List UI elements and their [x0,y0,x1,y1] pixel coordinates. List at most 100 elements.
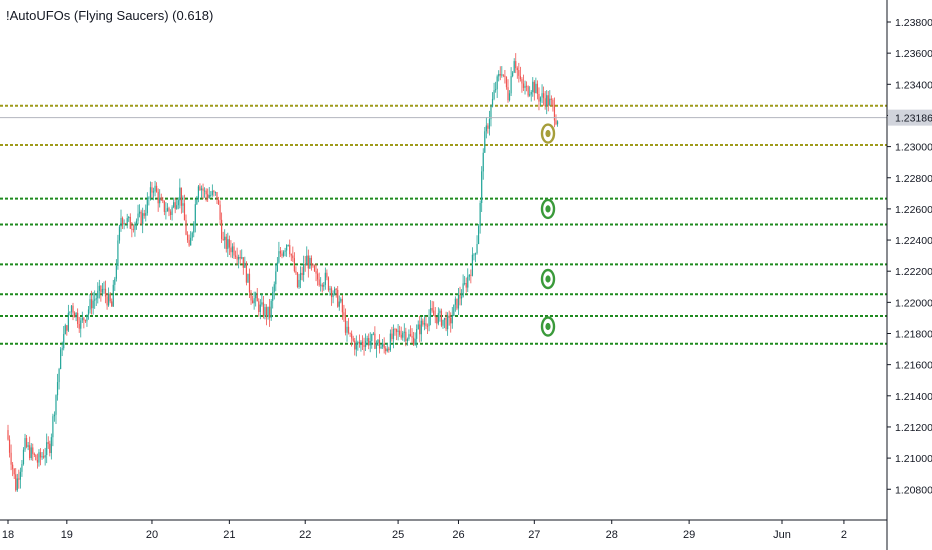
ufo-marker-ring [540,123,556,144]
candle-body [244,262,246,268]
candle [94,290,96,309]
candle-body [64,325,66,335]
candle [239,250,241,265]
candle-body [10,452,12,465]
candle [487,123,489,134]
candle-body [111,301,113,307]
candle [193,221,195,238]
candle-body [306,255,308,266]
candle-body [425,323,427,326]
candle [157,188,159,212]
candle [445,311,447,332]
time-axis[interactable]: 18 19 20 21 22 25 26 27 28 29 Jun 2 [0,519,887,541]
price-axis[interactable]: 1.238001.236001.234001.232001.230001.228… [886,0,932,550]
candle [488,110,491,136]
candle [512,71,514,78]
candle-body [281,253,283,256]
candle-body [69,311,71,313]
candle [151,182,153,198]
candle [397,323,399,341]
candle-body [250,292,252,301]
candle [329,285,331,296]
candle [64,323,66,335]
candle [426,323,429,335]
candle-body [234,255,237,257]
candle-body [86,314,88,322]
candle [380,344,382,349]
candle-body [445,317,447,330]
candle-body [137,213,139,221]
candle [496,74,498,98]
candle-body [443,317,446,320]
candle [250,289,252,305]
candle [234,250,237,260]
candle-body [112,284,114,307]
candle [86,314,88,327]
candle-body [448,315,450,318]
candle [224,229,226,249]
candle-body [468,274,470,277]
candle [251,295,254,304]
candle [81,311,83,323]
candle [108,287,110,307]
candle-body [207,194,209,198]
candle-body [406,338,408,342]
candle [306,246,308,266]
candle-body [230,247,232,253]
candle [142,207,144,234]
candle-body [208,195,210,198]
candle [442,319,444,329]
candle [386,342,388,353]
candle-body [228,239,230,248]
candle [375,340,378,358]
candle [366,335,368,346]
candle [502,74,504,78]
candle-body [47,442,49,444]
candle [493,82,495,101]
candle-body [383,343,385,349]
candle-body [317,273,319,280]
candle-body [282,251,285,256]
candle [409,325,412,337]
candle [264,303,266,320]
candle-body [171,207,173,215]
candle-body [298,279,300,288]
price-tick-label: 1.23600 [895,48,932,60]
price-tick-label: 1.22200 [895,266,932,278]
candle [109,292,111,304]
candle [298,273,300,289]
candle [369,332,371,353]
candle-body [179,187,181,201]
time-tick-label: Jun [773,529,791,541]
candle-body [100,285,102,293]
candle [530,90,532,102]
candle [114,276,116,291]
candle-body [290,254,292,256]
candle-body [310,257,313,265]
candle-body [337,289,339,307]
candle [555,114,557,126]
candle-body [202,188,204,191]
candle-body [518,70,520,76]
candle [165,202,167,220]
candle [233,242,235,260]
candle [422,318,424,327]
candle-body [75,312,77,318]
candle-body [334,288,336,295]
candle [324,267,326,290]
candle-body [436,316,438,324]
candle-body [264,307,266,316]
candle-body [16,478,18,491]
candle [383,337,385,354]
candle [13,468,15,479]
ufo-markers [540,123,556,337]
candle-body [106,296,108,306]
candle [55,394,57,425]
indicator-title[interactable]: !AutoUFOs (Flying Saucers) (0.618) [6,8,214,23]
candle [471,247,473,277]
candle [388,346,390,353]
candle-body [67,312,69,331]
candle [177,197,179,210]
candle-body [194,204,196,224]
